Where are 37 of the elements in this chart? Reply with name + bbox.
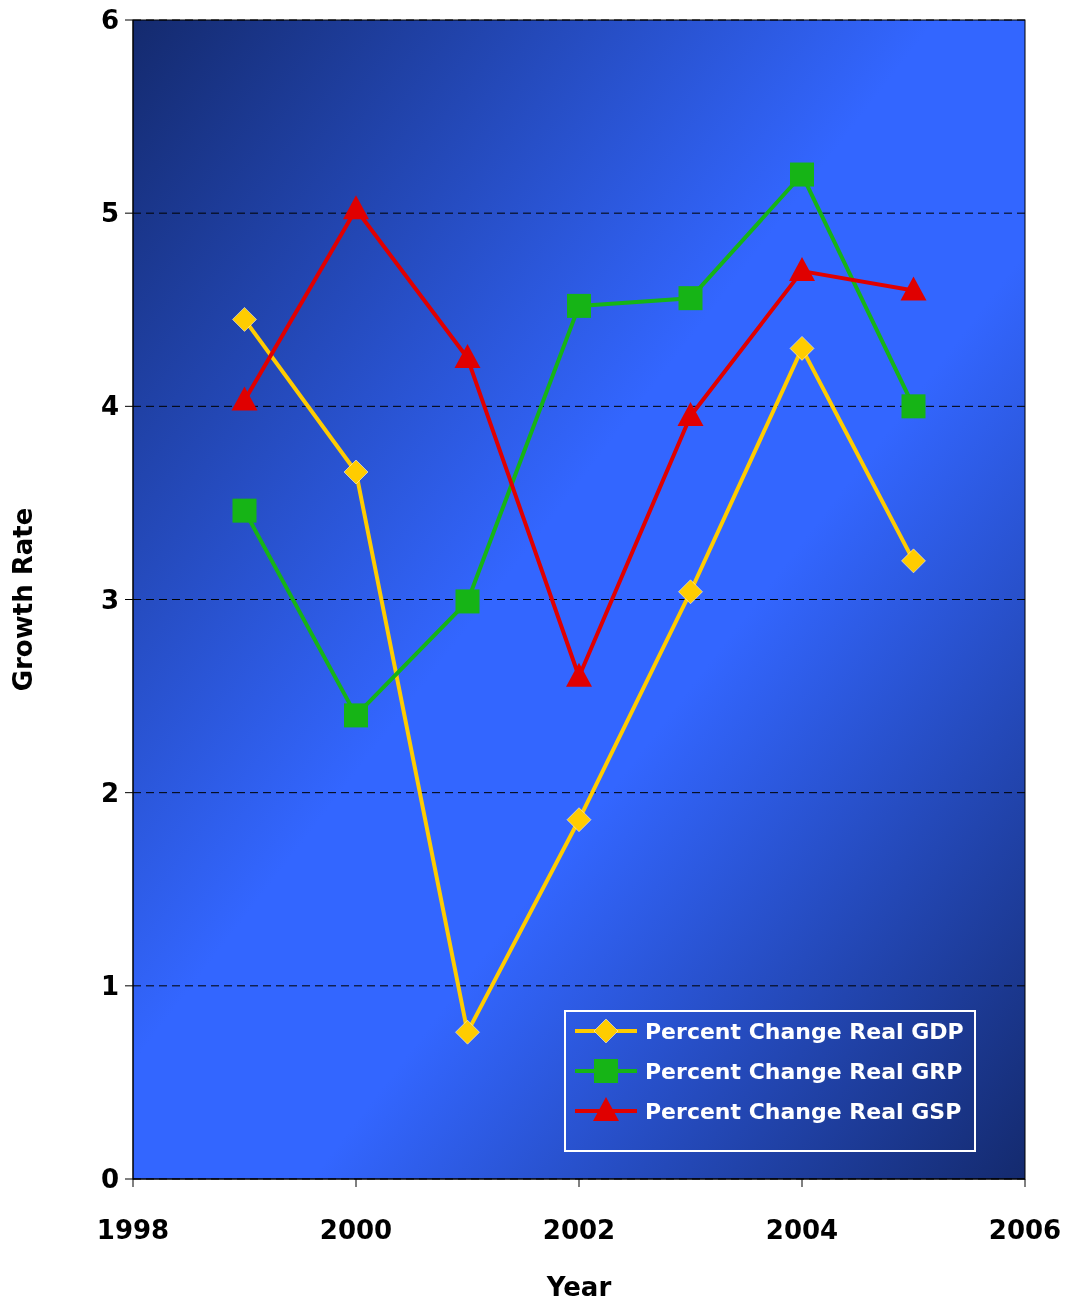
point bbox=[678, 286, 703, 311]
x-tick-label: 2006 bbox=[988, 1215, 1062, 1245]
x-tick-label: 1998 bbox=[96, 1215, 170, 1245]
y-tick-label: 2 bbox=[100, 777, 119, 808]
point bbox=[789, 336, 815, 361]
x-tick-label: 2000 bbox=[319, 1215, 393, 1245]
point bbox=[790, 162, 814, 187]
point bbox=[232, 307, 257, 332]
point bbox=[678, 579, 703, 605]
y-axis-title: Growth Rate bbox=[8, 507, 38, 692]
point bbox=[566, 807, 592, 832]
point bbox=[789, 257, 815, 282]
y-tick-label: 4 bbox=[100, 391, 119, 422]
x-tick-label: 2002 bbox=[542, 1215, 616, 1245]
point bbox=[232, 498, 257, 523]
y-tick-label: 0 bbox=[100, 1164, 119, 1195]
point bbox=[231, 386, 258, 411]
point bbox=[455, 589, 480, 614]
point bbox=[455, 1019, 480, 1045]
point bbox=[344, 703, 368, 728]
point bbox=[677, 401, 704, 426]
point bbox=[343, 195, 369, 220]
y-tick-label: 1 bbox=[100, 970, 119, 1001]
legend-label: Percent Change Real GDP bbox=[645, 1018, 964, 1044]
point bbox=[567, 293, 591, 318]
legend-label: Percent Change Real GSP bbox=[645, 1098, 962, 1124]
point bbox=[343, 459, 369, 485]
point bbox=[901, 548, 926, 574]
point bbox=[454, 344, 481, 369]
point bbox=[901, 394, 926, 419]
point bbox=[900, 276, 927, 301]
y-tick-label: 5 bbox=[100, 198, 119, 229]
legend-label: Percent Change Real GRP bbox=[645, 1058, 963, 1084]
x-tick-label: 2004 bbox=[765, 1215, 839, 1245]
y-tick-label: 6 bbox=[100, 5, 119, 36]
y-tick-label: 3 bbox=[100, 584, 119, 615]
x-axis-title: Year bbox=[545, 1272, 612, 1302]
